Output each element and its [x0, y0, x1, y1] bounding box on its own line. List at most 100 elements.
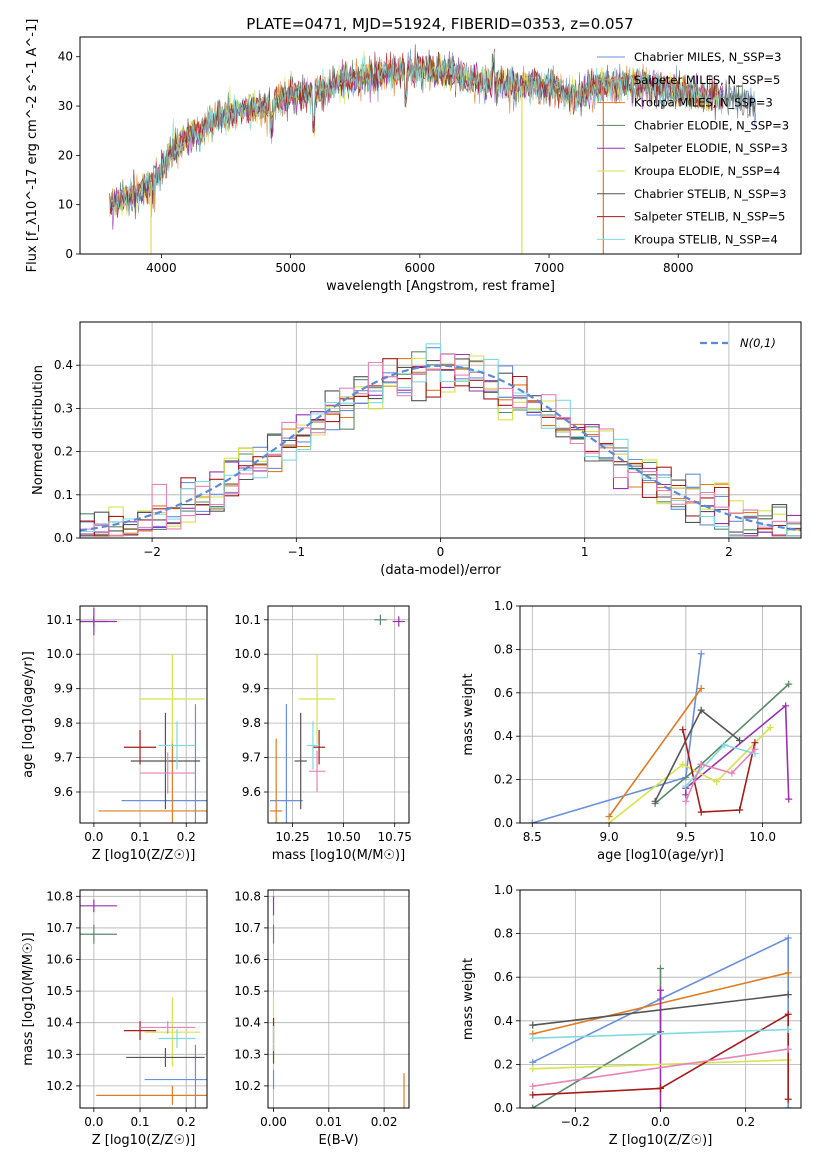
series-marker: [697, 684, 705, 692]
x-axis-label: (data-model)/error: [380, 563, 501, 578]
y-tick-label: 10.8: [234, 889, 261, 903]
axes-frame: [519, 889, 802, 1109]
series-line: [682, 729, 756, 813]
y-tick-label: 1.0: [494, 883, 513, 897]
errorbar-point: [130, 712, 201, 810]
errorbar-point: [298, 654, 336, 744]
axes-frame: [267, 605, 410, 824]
legend-entry: Salpeter MILES, N_SSP=5: [634, 73, 780, 87]
series-marker: [651, 797, 659, 805]
y-tick-label: 10.6: [46, 953, 73, 967]
series-line: [685, 748, 756, 802]
axes-frame: [79, 321, 802, 539]
y-tick-label: 10.7: [46, 921, 73, 935]
series-marker: [785, 795, 793, 803]
series-marker: [736, 737, 744, 745]
legend-entry: Chabrier ELODIE, N_SSP=3: [634, 118, 789, 132]
y-tick-label: 0.3: [54, 401, 73, 415]
errorbar-point: [123, 730, 157, 765]
series-marker: [529, 1021, 537, 1029]
x-tick-label: 9.0: [600, 830, 619, 844]
legend: N(0,1): [700, 336, 776, 350]
histogram-step: [80, 353, 801, 536]
axes-frame: [79, 36, 802, 255]
series-marker: [785, 680, 793, 688]
errorbar-point: [98, 738, 207, 823]
x-tick-label: 10.75: [378, 830, 412, 844]
panel-spectrum: 4000 5000 6000 7000 8000 0 10 20 30 40 wavelength …: [25, 19, 802, 294]
series-marker: [784, 1026, 792, 1034]
y-tick-label: 10.7: [234, 921, 261, 935]
y-tick-label: 40: [58, 50, 73, 64]
y-tick-label: 10.6: [234, 953, 261, 967]
panel-age-vs-mass: 10.25 10.50 10.75 9.6 9.7 9.8 9.9 10.0 10.1 mass …: [234, 605, 412, 863]
histogram-step: [80, 358, 801, 537]
legend-entry: Salpeter STELIB, N_SSP=5: [634, 210, 785, 224]
errorbar-point: [123, 1021, 157, 1041]
series-marker: [657, 1104, 664, 1108]
x-tick-label: 4000: [146, 261, 177, 275]
figure-title: PLATE=0471, MJD=51924, FIBERID=0353, z=0…: [246, 15, 633, 33]
y-tick-label: 20: [58, 148, 73, 162]
y-tick-label: 0.1: [54, 488, 73, 502]
series-line: [608, 688, 702, 817]
errorbar-point: [312, 730, 326, 765]
y-tick-label: 9.8: [242, 716, 261, 730]
series-marker: [751, 745, 759, 753]
y-tick-label: 10.1: [46, 613, 73, 627]
series-marker: [784, 969, 792, 977]
y-tick-label: 10.8: [46, 889, 73, 903]
y-tick-label: 10.0: [234, 647, 261, 661]
legend-entry: Chabrier MILES, N_SSP=3: [634, 50, 781, 64]
x-tick-label: 0.2: [177, 1115, 196, 1129]
x-tick-label: 10.0: [749, 830, 776, 844]
x-axis-label: age [log10(age/yr)]: [597, 848, 724, 863]
y-tick-label: 10.2: [46, 1079, 73, 1093]
x-tick-label: 0.01: [315, 1115, 342, 1129]
x-tick-label: 0.0: [84, 1115, 103, 1129]
y-tick-label: 10.2: [234, 1079, 261, 1093]
series-marker: [766, 724, 774, 732]
series-marker: [682, 797, 690, 805]
y-axis-label: age [log10(age/yr)]: [21, 651, 36, 778]
x-tick-label: 0.2: [736, 1115, 755, 1129]
y-tick-label: 0.4: [494, 1014, 513, 1028]
series-marker: [784, 1104, 792, 1108]
x-tick-label: 8000: [663, 261, 694, 275]
legend: Chabrier MILES, N_SSP=3 Salpeter MILES, N…: [597, 50, 789, 246]
y-tick-label: 0.8: [494, 642, 513, 656]
y-axis-label: Normed distribution: [31, 365, 46, 495]
errorbar-point: [140, 654, 205, 744]
y-tick-label: 0: [65, 247, 73, 261]
series-marker: [697, 650, 705, 658]
y-tick-label: 10.5: [46, 984, 73, 998]
x-tick-label: 0: [437, 545, 445, 559]
legend-entry: Kroupa ELODIE, N_SSP=4: [634, 164, 780, 178]
y-tick-label: 0.0: [494, 1101, 513, 1115]
x-tick-label: −0.2: [561, 1115, 590, 1129]
series-line: [654, 708, 741, 802]
errorbar-point: [270, 738, 283, 823]
series-line: [532, 1059, 789, 1070]
x-axis-label: Z [log10(Z/Z☉)]: [609, 1133, 713, 1148]
y-tick-label: 9.8: [54, 716, 73, 730]
y-tick-label: 10.3: [46, 1047, 73, 1061]
series-marker: [784, 1045, 792, 1053]
y-tick-label: 0.6: [494, 970, 513, 984]
x-tick-label: 7000: [534, 261, 565, 275]
errorbar-point: [80, 607, 117, 636]
x-tick-label: 8.5: [523, 830, 542, 844]
series-line: [532, 1028, 789, 1039]
series-marker: [529, 1065, 537, 1073]
axes-frame: [79, 889, 208, 1109]
series-marker: [679, 760, 687, 768]
series-marker: [528, 819, 536, 823]
y-tick-label: 10.4: [234, 1016, 261, 1030]
series-marker: [784, 1095, 792, 1103]
series-marker: [657, 964, 664, 972]
series-marker: [751, 739, 759, 747]
x-tick-label: 0.0: [651, 1115, 670, 1129]
panel-massweight-vs-Z: −0.2 0.0 0.2 0.0 0.2 0.4 0.6 0.8 1.0 Z [log10(Z/Z…: [461, 883, 802, 1148]
series-marker: [736, 806, 744, 814]
